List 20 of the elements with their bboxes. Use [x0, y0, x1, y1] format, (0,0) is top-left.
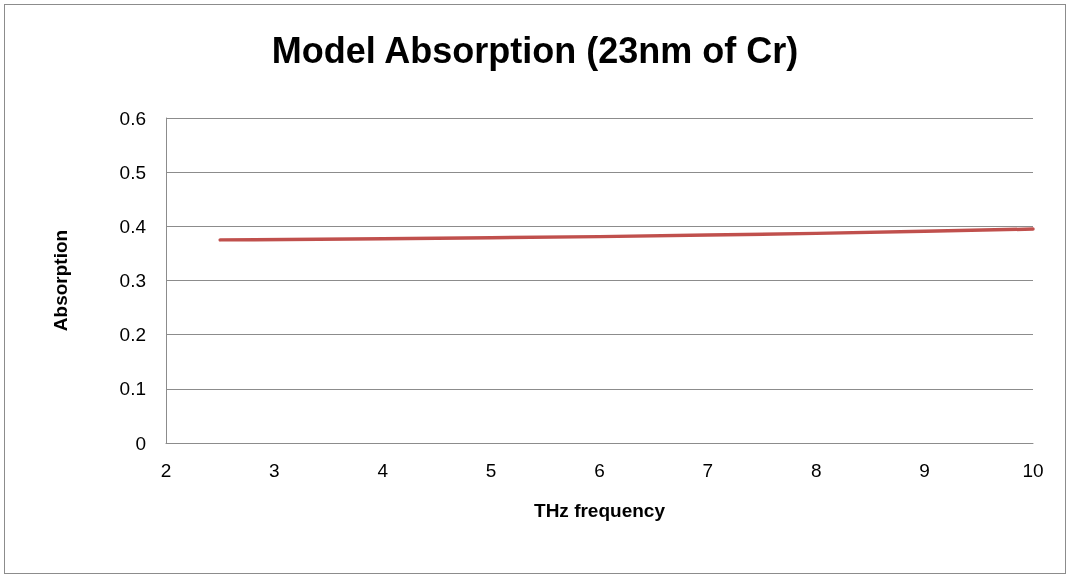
x-tick-label: 4 — [377, 460, 389, 481]
y-tick-label: 0.5 — [119, 161, 146, 183]
x-tick-label: 5 — [485, 460, 497, 481]
x-tick-label: 8 — [810, 460, 822, 481]
chart-title: Model Absorption (23nm of Cr) — [271, 29, 799, 71]
x-tick-label: 3 — [269, 460, 280, 481]
x-tick-label: 7 — [702, 460, 714, 481]
x-tick-label: 6 — [594, 460, 605, 481]
y-tick-label: 0.3 — [119, 270, 146, 291]
line-series — [218, 227, 1035, 242]
y-tick-label: 0.2 — [119, 324, 146, 346]
x-tick-label: 9 — [919, 460, 930, 481]
x-tick-label: 2 — [160, 460, 172, 481]
y-tick-label: 0.6 — [119, 107, 146, 129]
x-axis-title: THz frequency — [534, 500, 666, 521]
y-tick-label: 0.1 — [119, 378, 146, 400]
y-tick-label: 0.4 — [119, 215, 147, 237]
y-tick-label: 0 — [135, 432, 146, 454]
x-tick-label: 10 — [1022, 460, 1044, 481]
y-axis-title: Absorption — [50, 229, 71, 332]
